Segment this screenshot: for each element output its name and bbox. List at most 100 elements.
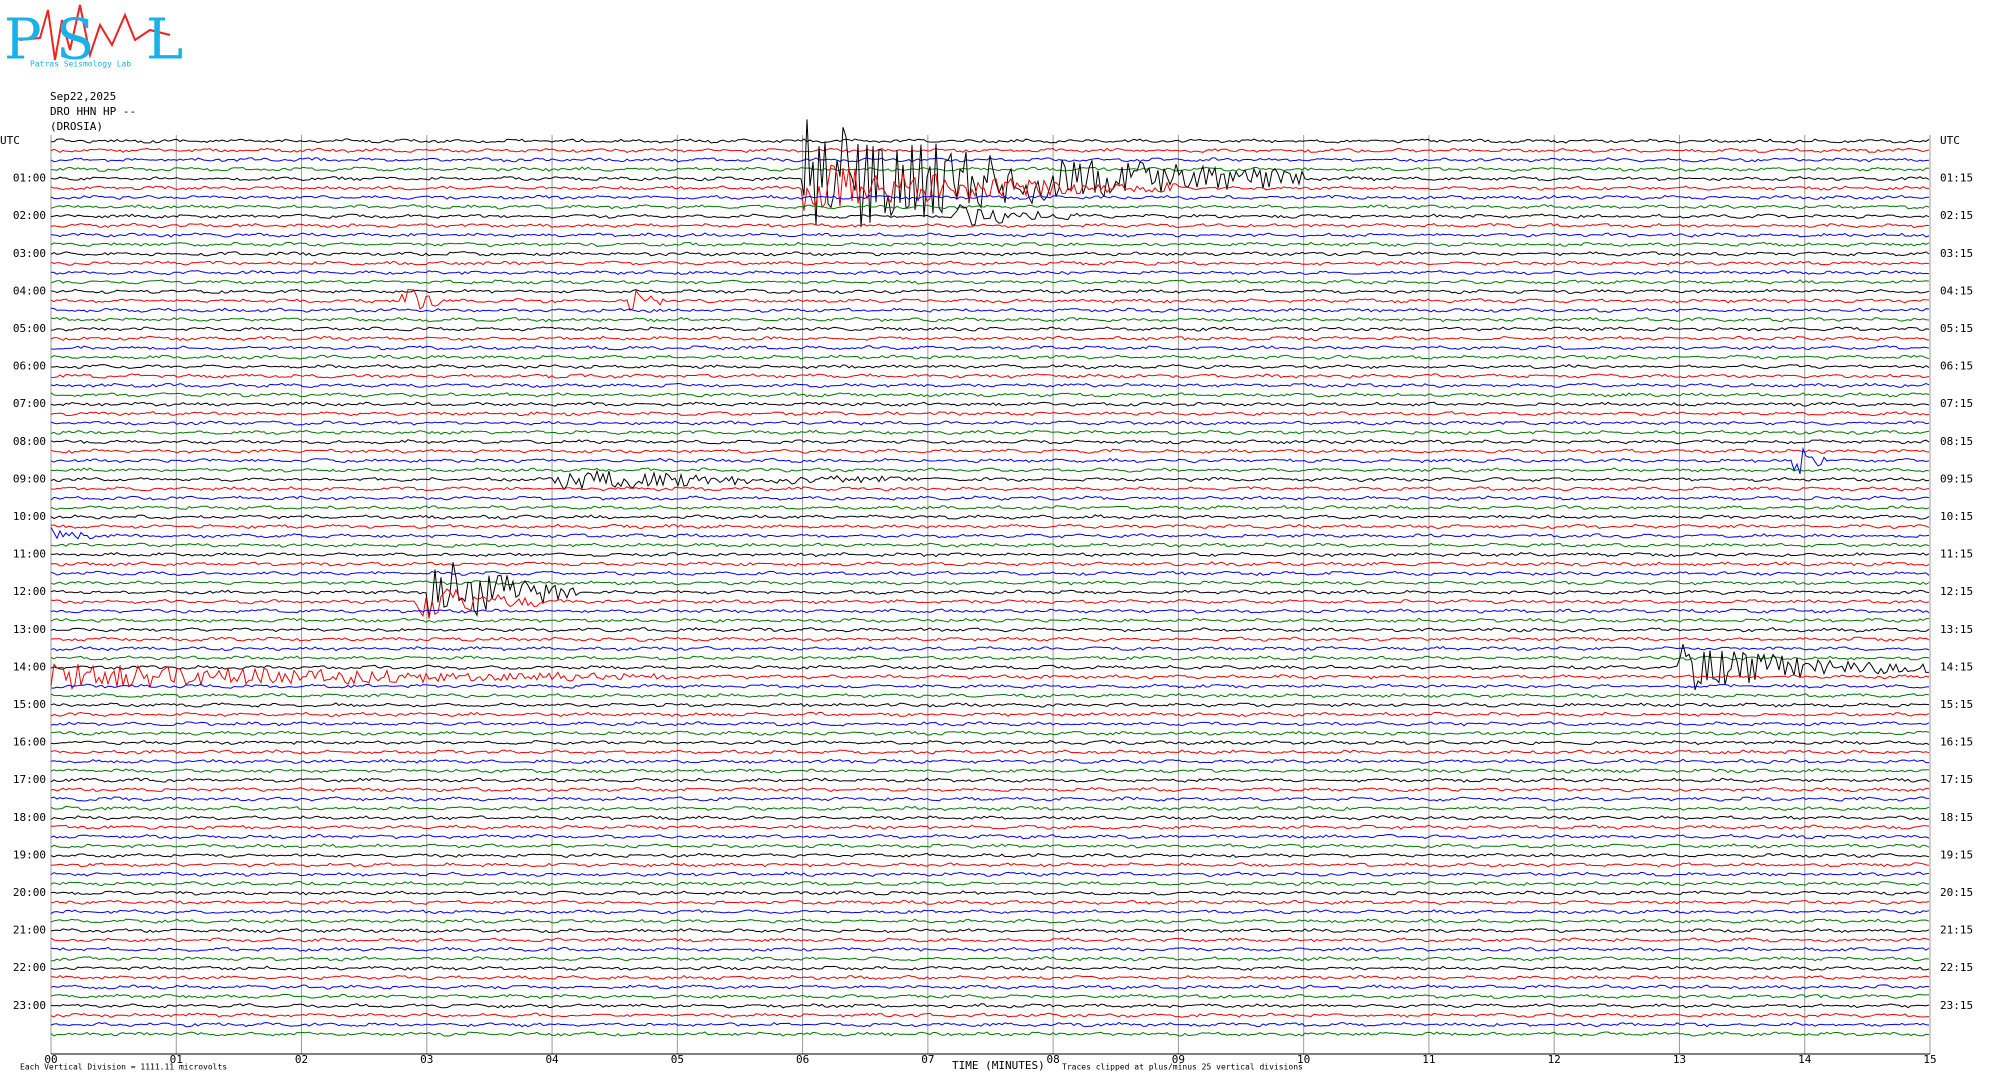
clip-note: Traces clipped at plus/minus 25 vertical… (1062, 1063, 1303, 1072)
x-axis-title: TIME (MINUTES) (952, 1059, 1045, 1072)
seismic-trace (50, 721, 1930, 727)
hour-label: UTC (0, 134, 20, 147)
seismic-trace (50, 608, 1930, 614)
seismic-trace (50, 392, 1930, 398)
seismic-trace (50, 354, 1930, 360)
seismic-trace (50, 617, 1930, 624)
seismic-trace (50, 927, 1930, 934)
x-tick-label: 13 (1673, 1053, 1686, 1066)
seismic-trace (50, 645, 1930, 652)
hour-label: 21:00 (13, 924, 46, 937)
hour-label: 12:00 (13, 585, 46, 598)
hour-label: 09:15 (1940, 472, 1973, 485)
x-tick-label: 14 (1798, 1053, 1812, 1066)
seismic-trace (50, 663, 1930, 690)
x-tick-label: 09 (1172, 1053, 1185, 1066)
seismic-trace (50, 382, 1930, 388)
seismic-trace (50, 288, 1930, 312)
hour-label: 04:15 (1940, 284, 1973, 297)
seismic-trace (50, 871, 1930, 877)
seismic-trace (50, 758, 1930, 765)
seismic-trace (50, 562, 1930, 618)
hour-label: 01:00 (13, 172, 46, 185)
seismic-trace (50, 241, 1930, 247)
seismic-trace (51, 363, 1930, 370)
x-tick-label: 15 (1923, 1053, 1936, 1066)
hour-label: 12:15 (1940, 585, 1973, 598)
hour-label: 07:15 (1940, 397, 1973, 410)
seismic-trace (50, 588, 1930, 619)
seismic-trace (50, 495, 1930, 501)
seismic-trace (50, 270, 1930, 276)
hour-label: 08:15 (1940, 435, 1973, 448)
seismic-trace (50, 768, 1930, 774)
seismic-trace (51, 956, 1930, 962)
seismic-trace (50, 796, 1930, 802)
hour-label: 20:00 (13, 886, 46, 899)
hour-label: 02:15 (1940, 209, 1973, 222)
seismic-trace (51, 138, 1930, 144)
seismic-trace (50, 965, 1930, 971)
seismic-trace (50, 918, 1930, 924)
seismic-trace (50, 194, 1930, 200)
seismic-trace (50, 993, 1930, 1000)
hour-label: 14:00 (13, 660, 46, 673)
seismic-trace (50, 1012, 1930, 1018)
seismic-trace (50, 843, 1930, 849)
x-tick-label: 03 (420, 1053, 433, 1066)
seismic-trace (50, 730, 1930, 736)
x-tick-label: 02 (295, 1053, 308, 1066)
seismic-trace (50, 805, 1930, 811)
hour-label: 19:15 (1940, 848, 1973, 861)
seismic-trace (50, 119, 1930, 228)
hour-label: 08:00 (13, 435, 46, 448)
hour-label: 15:00 (13, 698, 46, 711)
logo-letter: P (4, 8, 42, 73)
seismic-trace (50, 984, 1930, 990)
seismic-trace (50, 486, 1930, 492)
seismic-trace (50, 232, 1930, 238)
seismic-trace (50, 786, 1930, 793)
seismic-trace (50, 335, 1930, 342)
seismic-trace (50, 655, 1930, 661)
seismic-trace (50, 824, 1930, 830)
hour-label: 22:15 (1940, 961, 1973, 974)
seismic-trace (50, 815, 1930, 821)
seismic-trace (50, 644, 1930, 691)
seismic-trace (50, 561, 1930, 567)
seismic-trace (50, 279, 1930, 285)
logo-wave (19, 4, 171, 61)
hour-label: 11:00 (13, 548, 46, 561)
seismic-trace (50, 627, 1930, 633)
seismic-trace (50, 429, 1930, 435)
seismic-trace (51, 862, 1930, 868)
x-tick-label: 11 (1422, 1053, 1435, 1066)
seismic-trace (50, 946, 1930, 952)
hour-label: 03:15 (1940, 247, 1973, 260)
hour-label: 16:00 (13, 736, 46, 749)
seismic-trace (50, 880, 1930, 887)
seismic-trace (50, 692, 1930, 699)
seismic-trace (50, 373, 1930, 379)
hour-label: 15:15 (1940, 698, 1973, 711)
seismic-trace (50, 469, 1930, 491)
seismic-trace (50, 890, 1930, 896)
seismic-trace (50, 222, 1930, 229)
seismic-trace (50, 288, 1930, 295)
x-tick-label: 08 (1047, 1053, 1060, 1066)
seismic-trace (50, 467, 1930, 473)
seismic-trace (50, 636, 1930, 642)
hour-label: 19:00 (13, 848, 46, 861)
hour-label: 11:15 (1940, 548, 1973, 561)
seismic-trace (50, 439, 1930, 445)
x-tick-label: 10 (1297, 1053, 1310, 1066)
hour-label: 22:00 (13, 961, 46, 974)
seismic-trace (50, 307, 1930, 313)
logo-caption: Patras Seismology Lab (30, 60, 131, 69)
seismic-trace (50, 852, 1930, 859)
seismic-trace (50, 527, 1930, 540)
x-tick-label: 05 (671, 1053, 684, 1066)
hour-label: 23:00 (13, 999, 46, 1012)
seismic-trace (50, 203, 1930, 226)
